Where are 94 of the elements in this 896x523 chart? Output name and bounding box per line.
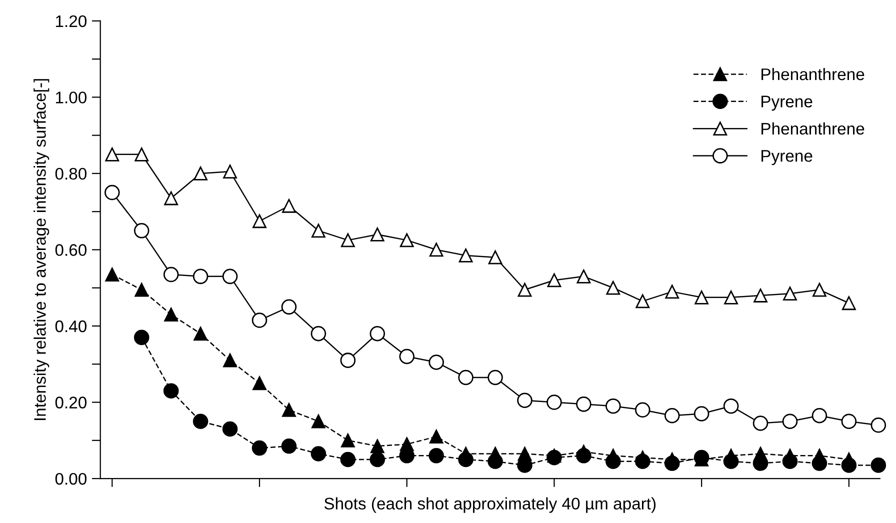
point <box>281 299 297 315</box>
point <box>576 396 592 412</box>
point <box>636 294 650 308</box>
point <box>370 452 386 468</box>
point <box>517 392 532 408</box>
point <box>252 214 266 228</box>
y-tick-label: 0.60 <box>55 244 87 256</box>
point <box>370 228 384 242</box>
point <box>782 414 798 429</box>
point <box>429 242 444 257</box>
point <box>428 354 444 370</box>
point <box>311 414 326 428</box>
point <box>194 166 208 180</box>
point <box>546 394 562 410</box>
y-tick-label: 1.00 <box>56 92 87 104</box>
y-tick-label: 0.40 <box>55 320 87 332</box>
point <box>783 286 797 301</box>
point <box>311 224 326 238</box>
point <box>870 418 886 433</box>
point <box>163 383 179 398</box>
point <box>400 437 414 452</box>
point <box>134 223 150 238</box>
point <box>194 326 208 341</box>
point <box>754 446 768 461</box>
point <box>223 164 237 178</box>
point <box>134 282 149 297</box>
legend-label: Pyrene <box>762 96 812 111</box>
point <box>310 326 326 342</box>
point <box>222 268 238 284</box>
point <box>370 439 384 454</box>
point <box>252 440 268 456</box>
point <box>222 421 238 437</box>
point <box>518 282 532 297</box>
point <box>488 250 502 264</box>
point <box>104 184 120 200</box>
legend-label: Phenanthrene <box>762 68 864 80</box>
point <box>223 353 237 368</box>
point <box>340 233 355 248</box>
point <box>164 308 178 322</box>
point <box>399 348 414 364</box>
y-tick-label: 0.00 <box>55 472 87 485</box>
point <box>812 282 826 297</box>
point <box>192 414 208 429</box>
point <box>724 290 738 304</box>
point <box>192 268 208 284</box>
point <box>842 296 856 310</box>
legend-label: Pyrene <box>762 150 812 166</box>
point <box>636 450 650 465</box>
point <box>400 233 414 248</box>
point <box>664 408 680 424</box>
point <box>282 198 296 213</box>
point <box>252 376 266 390</box>
point <box>812 408 828 424</box>
point <box>576 444 591 459</box>
point <box>723 398 739 414</box>
point <box>870 458 886 473</box>
point <box>252 312 268 328</box>
point <box>754 288 768 302</box>
point <box>752 416 768 431</box>
y-tick-label: 0.80 <box>55 168 87 180</box>
point <box>458 370 474 386</box>
y-tick-label: 1.20 <box>56 15 87 28</box>
point <box>606 398 621 414</box>
point <box>488 370 503 386</box>
point <box>429 430 444 444</box>
point <box>547 273 562 288</box>
point <box>134 147 149 162</box>
y-axis-title: Intensity relative to average intensity surface[-] <box>34 79 50 420</box>
point <box>164 191 178 206</box>
point <box>105 147 120 162</box>
point <box>606 280 620 295</box>
point <box>665 284 680 299</box>
point <box>694 290 709 304</box>
point <box>105 268 120 282</box>
point <box>282 402 296 417</box>
point <box>163 266 179 282</box>
legend-label: Phenanthrene <box>762 122 864 135</box>
point <box>370 326 386 342</box>
x-axis-title: Shots (each shot approximately 40 µm apart) <box>324 497 656 513</box>
point <box>340 433 355 448</box>
point <box>340 352 356 368</box>
point <box>310 446 326 462</box>
point <box>634 402 650 418</box>
point <box>281 438 297 454</box>
point <box>694 406 710 422</box>
y-tick-label: 0.20 <box>55 396 87 408</box>
point <box>340 452 356 468</box>
point <box>576 269 591 284</box>
point <box>518 446 532 461</box>
point <box>428 448 444 464</box>
point <box>134 330 150 346</box>
point <box>841 414 857 429</box>
point <box>665 452 680 466</box>
point <box>458 248 473 262</box>
